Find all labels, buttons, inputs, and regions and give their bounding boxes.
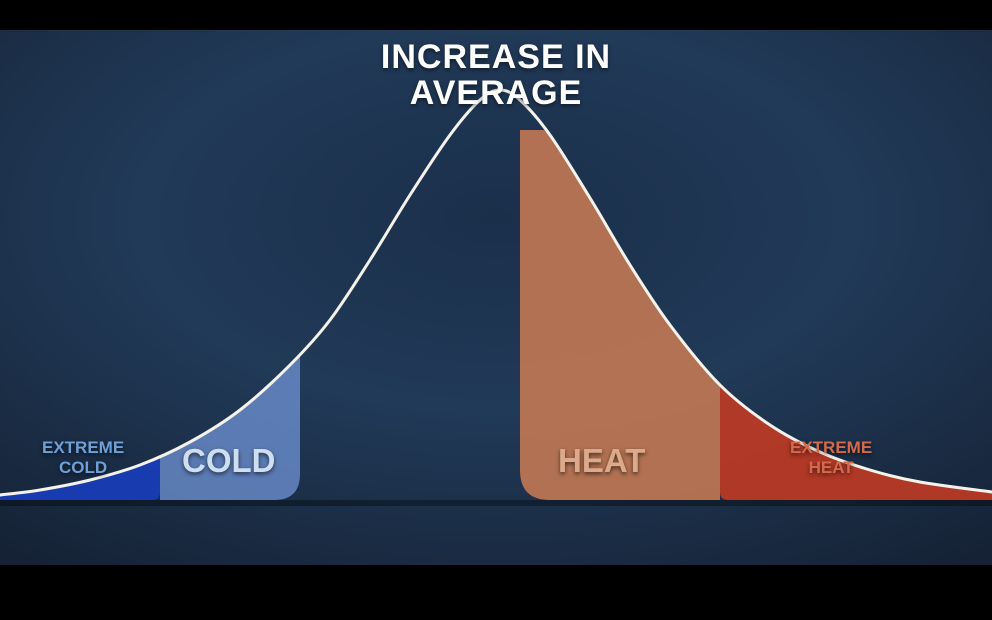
chart-title-line1: INCREASE IN (0, 40, 992, 76)
label-heat: HEAT (558, 442, 645, 480)
letterbox-top (0, 0, 992, 30)
baseline-shadow (0, 500, 992, 506)
label-extreme-cold: EXTREME COLD (42, 438, 124, 478)
chart-title: INCREASE INAVERAGE (0, 40, 992, 111)
label-extreme-heat: EXTREME HEAT (790, 438, 872, 478)
label-cold: COLD (182, 442, 276, 480)
chart-title-line2: AVERAGE (0, 76, 992, 112)
letterbox-bottom (0, 565, 992, 620)
